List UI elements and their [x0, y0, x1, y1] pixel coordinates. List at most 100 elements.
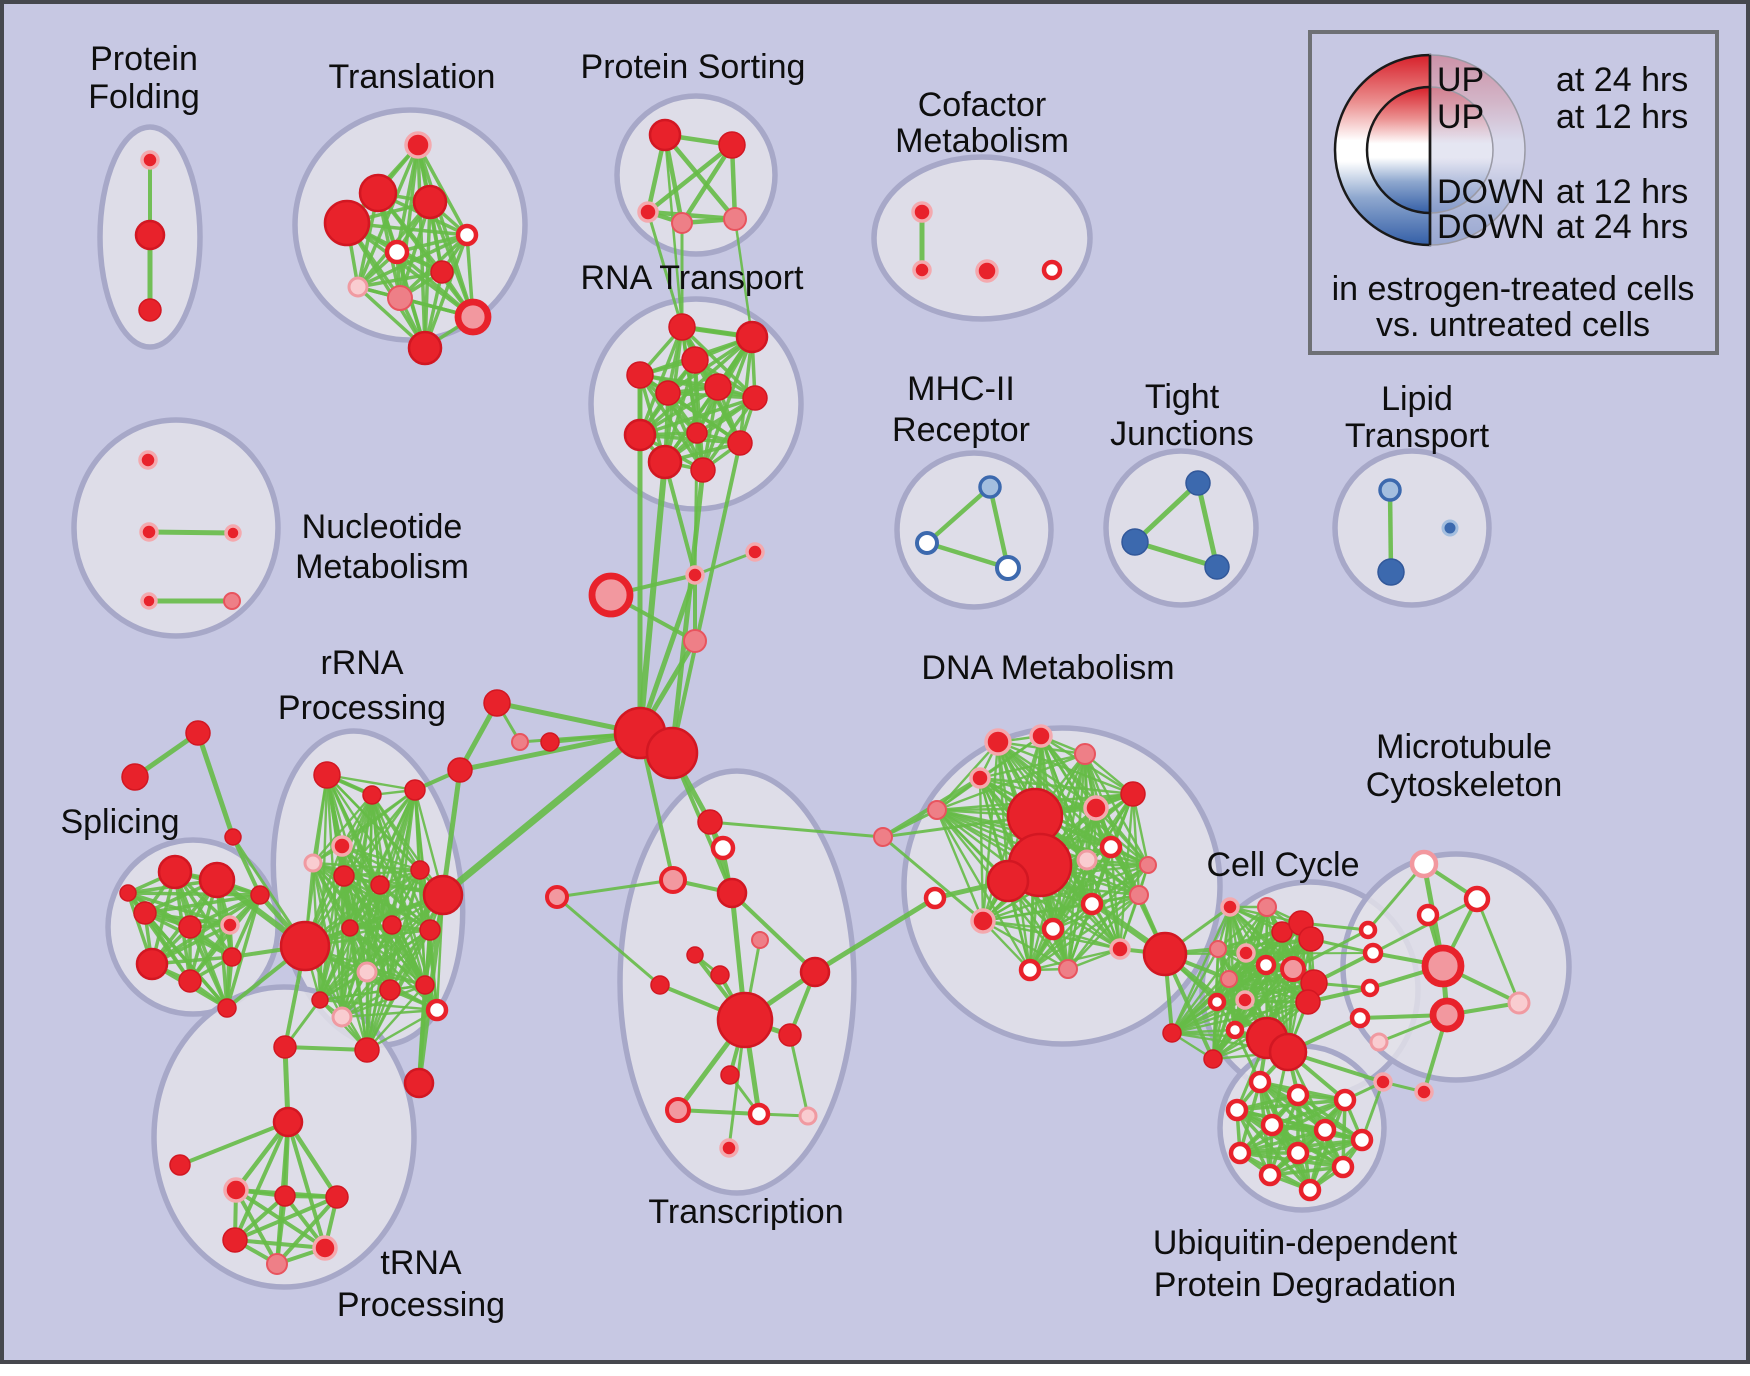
network-node-x6[interactable] [511, 733, 529, 751]
network-node-mt5[interactable] [1429, 997, 1465, 1033]
network-node-pf3[interactable] [138, 298, 162, 322]
network-node-trd[interactable] [222, 1227, 248, 1253]
network-node-ub2[interactable] [1414, 1082, 1434, 1102]
network-node-d4[interactable] [969, 767, 991, 789]
network-node-tc1[interactable] [697, 809, 723, 835]
network-node-tc3b[interactable] [545, 885, 569, 909]
network-node-t1[interactable] [404, 131, 432, 159]
network-node-u2[interactable] [1286, 1083, 1310, 1107]
network-node-d7[interactable] [1120, 781, 1146, 807]
network-node-cc2[interactable] [1257, 897, 1277, 917]
network-node-x2[interactable] [185, 720, 211, 746]
network-node-u8[interactable] [1228, 1141, 1252, 1165]
network-node-d14[interactable] [1080, 892, 1104, 916]
network-node-rt1[interactable] [668, 313, 696, 341]
network-node-cc19[interactable] [1162, 1023, 1182, 1043]
network-node-cc5[interactable] [1298, 926, 1324, 952]
network-node-r4[interactable] [331, 835, 353, 857]
network-node-r11[interactable] [382, 915, 402, 935]
network-node-lp2[interactable] [1377, 558, 1405, 586]
network-node-tc14[interactable] [747, 1102, 771, 1126]
network-node-x1[interactable] [121, 763, 149, 791]
network-node-r15[interactable] [379, 979, 401, 1001]
network-node-tc11[interactable] [778, 1023, 802, 1047]
network-node-ps1[interactable] [648, 118, 682, 152]
network-node-h4[interactable] [540, 732, 560, 752]
network-node-tc12[interactable] [720, 1065, 740, 1085]
network-node-lp3[interactable] [1441, 519, 1459, 537]
network-node-d6[interactable] [1083, 795, 1109, 821]
network-node-cb3[interactable] [1360, 978, 1380, 998]
network-node-r14[interactable] [356, 961, 378, 983]
network-node-s11[interactable] [119, 884, 137, 902]
network-node-s2[interactable] [198, 861, 236, 899]
network-node-s6[interactable] [135, 947, 169, 981]
network-node-d19[interactable] [1058, 959, 1078, 979]
network-node-cb1[interactable] [1358, 920, 1378, 940]
network-node-d16[interactable] [1129, 885, 1149, 905]
network-node-r7[interactable] [370, 875, 390, 895]
network-node-cc9[interactable] [1280, 956, 1306, 982]
network-node-mh3[interactable] [995, 555, 1021, 581]
network-node-r1[interactable] [313, 761, 341, 789]
network-node-tc13[interactable] [665, 1097, 691, 1123]
network-node-r3[interactable] [404, 779, 426, 801]
network-node-t9[interactable] [387, 285, 413, 311]
network-node-mt6[interactable] [1507, 991, 1531, 1015]
network-node-nm2[interactable] [139, 522, 159, 542]
network-node-tc15[interactable] [798, 1106, 818, 1126]
network-node-r5[interactable] [303, 853, 323, 873]
network-node-ps4[interactable] [671, 212, 693, 234]
network-node-nm5[interactable] [223, 592, 241, 610]
network-node-s5[interactable] [220, 915, 240, 935]
network-node-d17[interactable] [1109, 938, 1131, 960]
network-node-tc5[interactable] [686, 946, 704, 964]
network-node-s4[interactable] [178, 915, 202, 939]
network-node-x5[interactable] [483, 689, 511, 717]
network-node-r13[interactable] [422, 874, 464, 916]
network-node-cc7[interactable] [1236, 943, 1256, 963]
network-node-x4[interactable] [447, 757, 473, 783]
network-node-tc8[interactable] [799, 956, 831, 988]
network-node-u1[interactable] [1248, 1070, 1272, 1094]
network-node-tj2[interactable] [1121, 528, 1149, 556]
network-node-u3[interactable] [1333, 1088, 1357, 1112]
network-node-u12[interactable] [1298, 1178, 1322, 1202]
network-node-tj1[interactable] [1185, 470, 1211, 496]
network-node-d3[interactable] [1074, 743, 1096, 765]
network-node-r17[interactable] [331, 1006, 353, 1028]
network-node-rt9[interactable] [686, 422, 708, 444]
network-node-h3[interactable] [745, 542, 765, 562]
network-node-cc17[interactable] [1268, 1032, 1308, 1072]
network-node-s9[interactable] [222, 947, 242, 967]
network-node-mh1[interactable] [978, 475, 1002, 499]
network-node-pf2[interactable] [134, 219, 166, 251]
network-node-d2[interactable] [1029, 724, 1053, 748]
network-node-s1[interactable] [157, 854, 193, 890]
network-node-ub1[interactable] [1373, 1072, 1393, 1092]
network-node-u10[interactable] [1331, 1155, 1355, 1179]
network-node-d10[interactable] [986, 859, 1030, 903]
network-node-tra[interactable] [223, 1177, 249, 1203]
network-node-ps2[interactable] [718, 131, 746, 159]
network-node-cf1[interactable] [911, 201, 933, 223]
network-node-lp1[interactable] [1378, 478, 1402, 502]
network-node-cc11[interactable] [1220, 970, 1238, 988]
network-node-r2[interactable] [362, 785, 382, 805]
network-node-tc4[interactable] [716, 877, 748, 909]
network-node-cf3[interactable] [975, 259, 999, 283]
network-node-t3[interactable] [323, 199, 371, 247]
network-node-rt3[interactable] [681, 346, 709, 374]
network-node-tc9[interactable] [650, 975, 670, 995]
network-node-s3[interactable] [133, 901, 157, 925]
network-node-br2[interactable] [923, 886, 947, 910]
network-node-d5[interactable] [927, 800, 947, 820]
network-node-rt7[interactable] [742, 385, 768, 411]
network-node-d13[interactable] [970, 908, 996, 934]
network-node-cc18[interactable] [1203, 1049, 1223, 1069]
network-node-t10[interactable] [454, 298, 492, 336]
network-node-h2[interactable] [683, 629, 707, 653]
network-node-t11[interactable] [407, 330, 443, 366]
network-node-rt11[interactable] [647, 444, 683, 480]
network-node-d1[interactable] [984, 728, 1012, 756]
